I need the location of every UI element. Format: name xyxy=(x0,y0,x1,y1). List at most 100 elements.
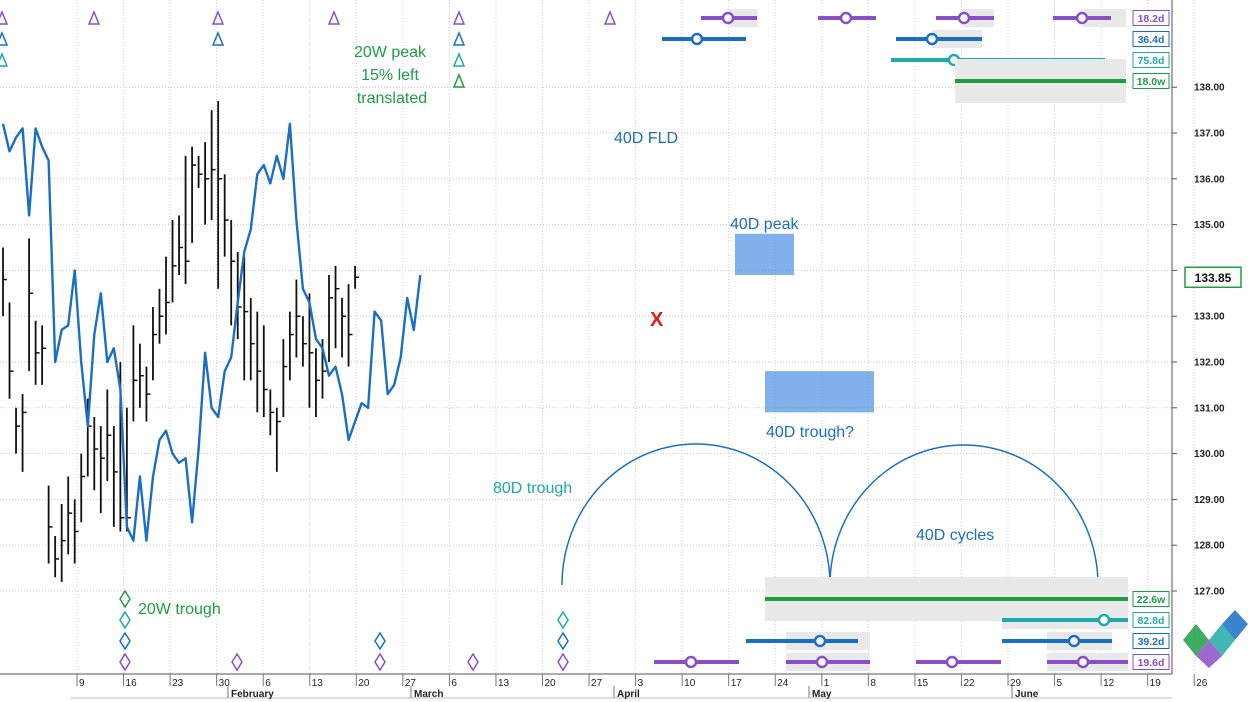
x-tick-label: 29 xyxy=(1010,678,1022,689)
cycle-length-box xyxy=(1132,73,1170,89)
y-tick-label: 137.00 xyxy=(1194,129,1225,140)
x-tick-label: 20 xyxy=(545,678,557,689)
y-tick-label: 131.00 xyxy=(1194,403,1225,414)
peak-marker-icon xyxy=(452,73,466,88)
cycle-length-box xyxy=(1132,10,1170,26)
cycle-bar-36d-ring xyxy=(690,32,704,46)
cycle-bar-39d-ring xyxy=(1067,634,1081,648)
cycle-length-label: 39.2d xyxy=(1138,636,1165,648)
y-tick-label: 133.00 xyxy=(1194,312,1225,323)
x-marker: X xyxy=(650,309,664,331)
month-label: February xyxy=(231,689,274,700)
peak-marker-icon xyxy=(452,10,466,25)
cycle-bar-19d-ring xyxy=(945,655,959,669)
x-tick-label: 15 xyxy=(917,678,929,689)
logo-icon xyxy=(1222,610,1248,640)
trough-marker-icon xyxy=(119,610,131,630)
cycle-bar-39d-ring xyxy=(813,634,827,648)
x-tick-label: 6 xyxy=(265,678,271,689)
x-tick-label: 24 xyxy=(777,678,789,689)
x-tick-label: 3 xyxy=(638,678,644,689)
x-tick-label: 19 xyxy=(1150,678,1162,689)
x-tick-label: 5 xyxy=(1057,678,1063,689)
fld-label: 40D FLD xyxy=(614,130,678,147)
peak-marker-icon xyxy=(0,52,9,67)
y-tick-label: 130.00 xyxy=(1194,449,1225,460)
fld-line xyxy=(1,122,422,542)
peak-marker-icon xyxy=(0,31,9,46)
peak-20w-label: 15% left xyxy=(361,67,419,84)
peak-20w-label: 20W peak xyxy=(354,44,427,61)
cycle-length-label: 36.4d xyxy=(1138,34,1165,46)
cycle-bar-82d-ring xyxy=(1097,613,1111,627)
x-tick-label: 22 xyxy=(963,678,975,689)
trough-40d-label: 40D trough? xyxy=(766,424,854,441)
trough-marker-icon xyxy=(119,652,131,672)
month-label: May xyxy=(812,689,832,700)
cycle-arc-1 xyxy=(561,443,831,586)
cycle-length-label: 18.2d xyxy=(1138,13,1165,25)
logo-icon xyxy=(1196,640,1222,668)
x-tick-label: 30 xyxy=(219,678,231,689)
cycle-length-label: 22.6w xyxy=(1137,594,1166,606)
trough-marker-icon xyxy=(557,631,569,651)
cycle-length-box xyxy=(1132,591,1170,607)
cycle-bar-18d-ring xyxy=(957,11,971,25)
cycle-bar-18d-ring xyxy=(1075,11,1089,25)
cycle-length-label: 82.8d xyxy=(1138,615,1165,627)
trough-marker-icon xyxy=(231,652,243,672)
x-tick-label: 16 xyxy=(126,678,138,689)
x-tick-label: 26 xyxy=(1196,678,1208,689)
x-tick-label: 27 xyxy=(591,678,603,689)
trough-marker-icon xyxy=(467,652,479,672)
peak-marker-icon xyxy=(452,52,466,67)
x-tick-label: 20 xyxy=(358,678,370,689)
cycle-bar-19d-ring xyxy=(815,655,829,669)
month-label: March xyxy=(414,689,443,700)
y-tick-label: 128.00 xyxy=(1194,541,1225,552)
y-tick-label: 132.00 xyxy=(1194,358,1225,369)
x-tick-label: 12 xyxy=(1103,678,1115,689)
cycle-length-label: 19.6d xyxy=(1138,657,1165,669)
current-price-box xyxy=(1184,266,1242,289)
trough-marker-icon xyxy=(557,652,569,672)
x-tick-label: 8 xyxy=(870,678,876,689)
x-tick-label: 10 xyxy=(684,678,696,689)
trough-marker-icon xyxy=(374,652,386,672)
peak-marker-icon xyxy=(327,10,341,25)
cycle-bar-18d-ring xyxy=(721,11,735,25)
y-tick-label: 136.00 xyxy=(1194,174,1225,185)
trough-marker-icon xyxy=(119,631,131,651)
cycle-arc-2 xyxy=(829,444,1099,586)
y-tick-label: 127.00 xyxy=(1194,587,1225,598)
y-tick-label: 138.00 xyxy=(1194,83,1225,94)
x-tick-label: 17 xyxy=(731,678,743,689)
cycle-bar-19d-ring xyxy=(684,655,698,669)
peak-marker-icon xyxy=(603,10,617,25)
x-tick-label: 6 xyxy=(451,678,457,689)
peak-marker-icon xyxy=(211,31,225,46)
cycle-length-box xyxy=(1132,633,1170,649)
x-tick-label: 1 xyxy=(824,678,830,689)
peak-40d-label: 40D peak xyxy=(730,216,799,233)
cycle-bar-18d-ring xyxy=(839,11,853,25)
cycle-length-box xyxy=(1132,52,1170,68)
y-tick-label: 129.00 xyxy=(1194,495,1225,506)
peak-20w-label: translated xyxy=(357,90,427,107)
cycle-length-label: 18.0w xyxy=(1137,76,1166,88)
month-label: April xyxy=(617,689,640,700)
cycle-length-label: 75.8d xyxy=(1138,55,1165,67)
trough-zone-box xyxy=(765,371,874,413)
cycle-length-box xyxy=(1132,654,1170,670)
y-tick-label: 135.00 xyxy=(1194,220,1225,231)
peak-marker-icon xyxy=(211,10,225,25)
trough-marker-icon xyxy=(374,631,386,651)
month-label: June xyxy=(1015,689,1039,700)
peak-marker-icon xyxy=(452,31,466,46)
x-tick-label: 13 xyxy=(498,678,510,689)
trough-marker-icon xyxy=(119,589,131,609)
trough-20w-label: 20W trough xyxy=(138,601,221,618)
cycle-bar-36d-ring xyxy=(925,32,939,46)
trough-80d-label: 80D trough xyxy=(493,480,572,497)
